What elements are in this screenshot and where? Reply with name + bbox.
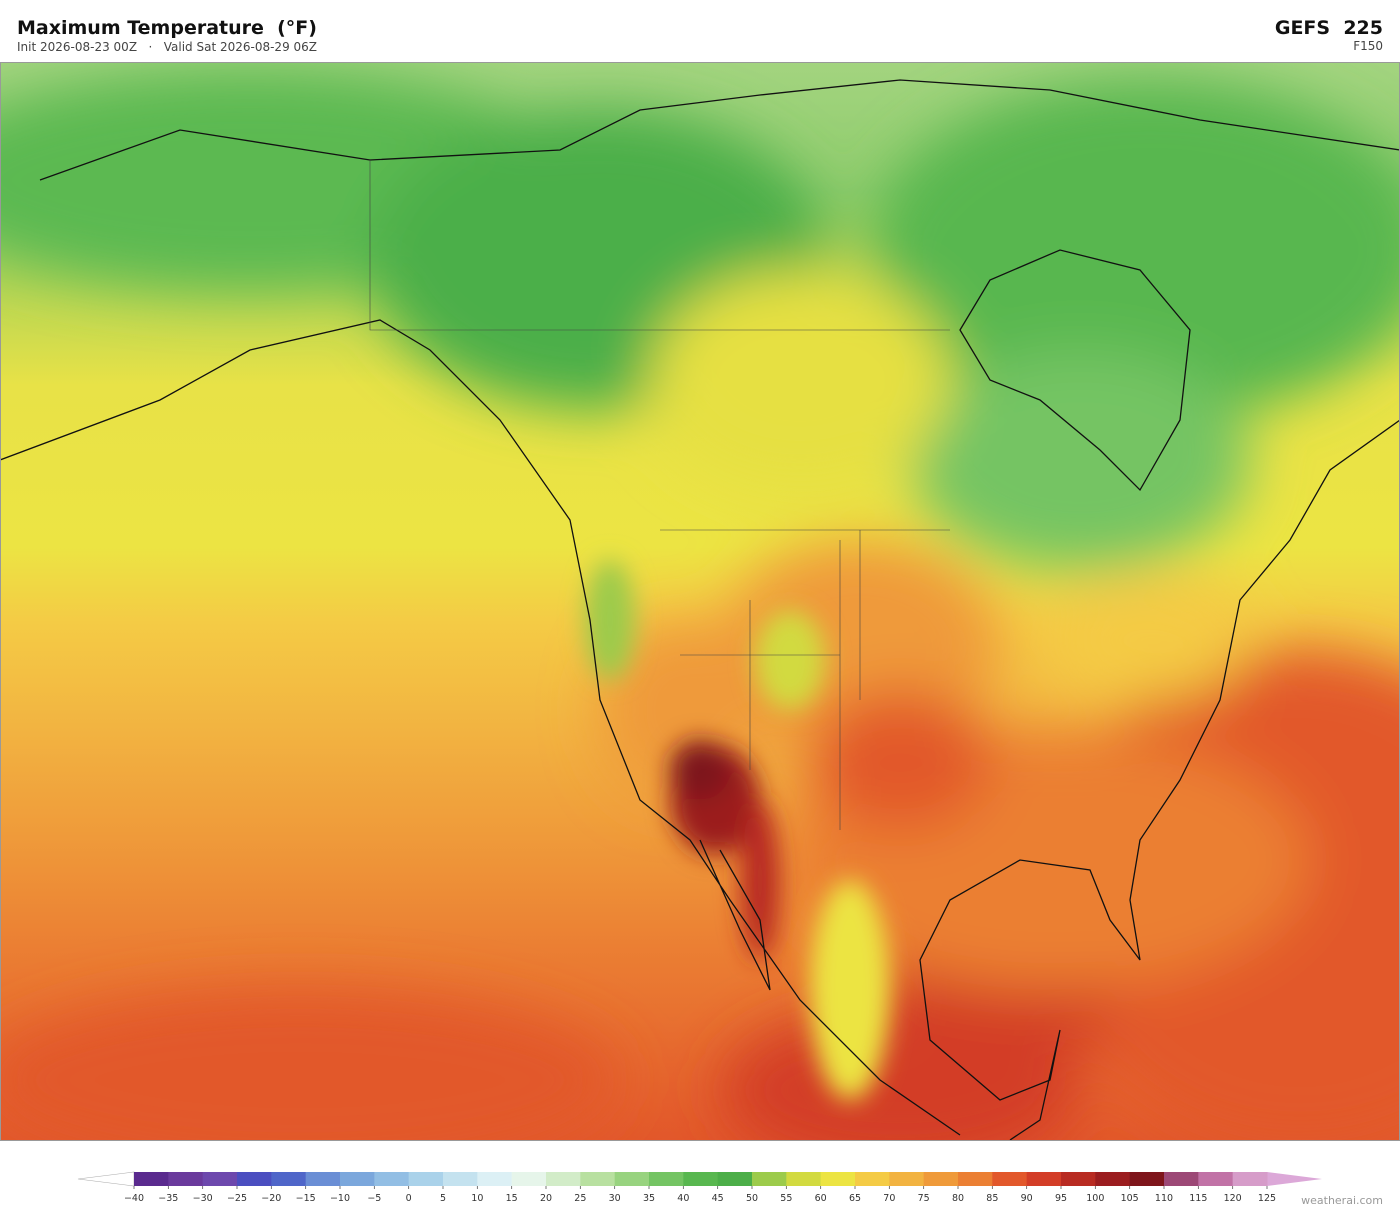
colorbar-segment <box>134 1172 169 1186</box>
borders <box>369 160 950 830</box>
coastline <box>0 79 1400 1140</box>
colorbar-segment <box>305 1172 341 1186</box>
colorbar-tick-label: 120 <box>1224 1193 1242 1204</box>
colorbar-segment <box>1232 1172 1268 1186</box>
colorbar-segment <box>408 1172 444 1186</box>
hot-spots <box>585 560 890 1100</box>
colorbar-tick-label: 0 <box>406 1193 412 1204</box>
colorbar-tick-label: −15 <box>296 1193 316 1204</box>
colorbar-tick-label: 95 <box>1055 1193 1067 1204</box>
colorbar-segment <box>820 1172 856 1186</box>
colorbar-tick-label: 35 <box>643 1193 655 1204</box>
colorbar-tick-label: 20 <box>540 1193 552 1204</box>
model-label: GEFS 225 <box>1275 17 1383 39</box>
subtitle: Init 2026-08-23 00Z · Valid Sat 2026-08-… <box>17 40 317 54</box>
colorbar-segment <box>340 1172 375 1186</box>
colorbar-tick-label: −10 <box>330 1193 350 1204</box>
title: Maximum Temperature (°F) <box>17 17 317 39</box>
colorbar-tick-label: 60 <box>815 1193 827 1204</box>
colorbar-segment <box>1129 1172 1165 1186</box>
colorbar-tick-label: −20 <box>261 1193 281 1204</box>
colorbar-tick-label: 15 <box>506 1193 518 1204</box>
colorbar-segment <box>477 1172 513 1186</box>
colorbar-segment <box>168 1172 204 1186</box>
colorbar-tick-label: 115 <box>1189 1193 1207 1204</box>
colorbar-segment <box>237 1172 272 1186</box>
colorbar-under <box>77 1171 135 1187</box>
colorbar-tick-label: 70 <box>883 1193 895 1204</box>
colorbar-segment <box>271 1172 307 1186</box>
colorbar-segment <box>1164 1172 1199 1186</box>
credit: weatherai.com <box>1301 1194 1383 1207</box>
colorbar-segment <box>649 1172 684 1186</box>
colorbar-segment <box>923 1172 959 1186</box>
colorbar-segment <box>546 1172 581 1186</box>
colorbar-tick-label: 105 <box>1121 1193 1139 1204</box>
colorbar-tick-label: 50 <box>746 1193 758 1204</box>
colorbar-segment <box>1026 1172 1062 1186</box>
colorbar-segment <box>717 1172 753 1186</box>
colorbar-segment <box>202 1172 238 1186</box>
colorbar-segment <box>511 1172 547 1186</box>
colorbar-tick-label: 65 <box>849 1193 861 1204</box>
colorbar-tick-label: 10 <box>471 1193 483 1204</box>
colorbar-tick-label: −30 <box>193 1193 213 1204</box>
colorbar-segment <box>992 1172 1028 1186</box>
colorbar-segment <box>855 1172 890 1186</box>
colorbar-tick-label: −5 <box>367 1193 381 1204</box>
colorbar-segment <box>958 1172 993 1186</box>
map <box>0 62 1400 1140</box>
colorbar-segment <box>614 1172 650 1186</box>
colorbar-segment <box>580 1172 616 1186</box>
colorbar-tick-label: 25 <box>574 1193 586 1204</box>
colorbar-over <box>1267 1172 1322 1186</box>
colorbar-tick-label: 45 <box>712 1193 724 1204</box>
colorbar-segment <box>1061 1172 1096 1186</box>
colorbar-segment <box>1198 1172 1234 1186</box>
forecast-hour: F150 <box>1353 39 1383 53</box>
colorbar-segment <box>683 1172 719 1186</box>
colorbar-segment <box>889 1172 925 1186</box>
colorbar-tick-label: 55 <box>780 1193 792 1204</box>
colorbar-tick-label: 110 <box>1155 1193 1173 1204</box>
colorbar-segment <box>443 1172 478 1186</box>
colorbar-tick-label: −40 <box>124 1193 144 1204</box>
colorbar-tick-label: −35 <box>158 1193 178 1204</box>
colorbar-tick-label: 90 <box>1021 1193 1033 1204</box>
colorbar-tick-label: 30 <box>609 1193 621 1204</box>
colorbar-segment <box>374 1172 410 1186</box>
colorbar-tick-label: 85 <box>986 1193 998 1204</box>
colorbar-tick-label: −25 <box>227 1193 247 1204</box>
colorbar-tick-label: 75 <box>918 1193 930 1204</box>
colorbar-tick-label: 125 <box>1258 1193 1276 1204</box>
colorbar-tick-label: 100 <box>1086 1193 1104 1204</box>
colorbar-segment <box>1095 1172 1131 1186</box>
colorbar-tick-label: 5 <box>440 1193 446 1204</box>
colorbar-segment <box>786 1172 822 1186</box>
colorbar-tick-label: 40 <box>677 1193 689 1204</box>
colorbar: −40 −35 −30 −25 −20 −15 −10 −5 0 5 10 15 20 25 30 35 40 4… <box>77 1171 1322 1204</box>
colorbar-segment <box>752 1172 787 1186</box>
colorbar-tick-label: 80 <box>952 1193 964 1204</box>
